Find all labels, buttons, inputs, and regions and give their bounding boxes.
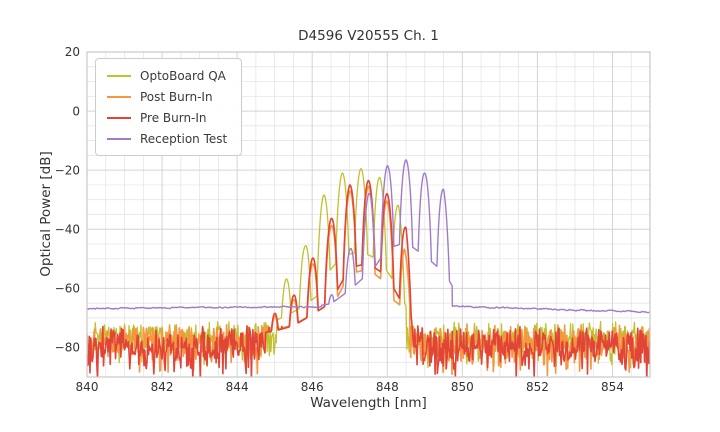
y-tick-label: −20 <box>55 163 80 177</box>
legend-label: Post Burn-In <box>140 89 213 104</box>
chart-title: D4596 V20555 Ch. 1 <box>298 28 439 44</box>
x-tick-label: 840 <box>76 380 99 394</box>
legend-line-swatch <box>107 137 131 140</box>
legend-item-optoboard-qa: OptoBoard QA <box>107 65 227 86</box>
legend-item-pre-burn-in: Pre Burn-In <box>107 107 227 128</box>
legend-label: Pre Burn-In <box>140 110 207 125</box>
legend-label: Reception Test <box>140 131 228 146</box>
y-tick-label: −60 <box>55 282 80 296</box>
x-tick-label: 848 <box>376 380 399 394</box>
series-pre-burn-in <box>87 179 650 377</box>
x-tick-label: 842 <box>151 380 174 394</box>
x-tick-label: 844 <box>226 380 249 394</box>
series-reception-test <box>87 159 650 314</box>
plot-frame <box>86 51 651 378</box>
legend-item-reception-test: Reception Test <box>107 128 227 149</box>
x-tick-label: 852 <box>526 380 549 394</box>
y-tick-label: 20 <box>65 45 80 59</box>
legend-line-swatch <box>107 95 131 98</box>
x-tick-label: 846 <box>301 380 324 394</box>
legend-line-swatch <box>107 116 131 119</box>
legend-label: OptoBoard QA <box>140 68 226 83</box>
x-tick-label: 850 <box>451 380 474 394</box>
y-tick-label: −80 <box>55 341 80 355</box>
x-axis-label: Wavelength [nm] <box>310 395 427 411</box>
y-axis-label: Optical Power [dB] <box>38 151 54 277</box>
legend-item-post-burn-in: Post Burn-In <box>107 86 227 107</box>
y-tick-label: 0 <box>72 104 80 118</box>
x-tick-label: 854 <box>601 380 624 394</box>
legend: OptoBoard QA Post Burn-In Pre Burn-In Recep… <box>95 58 243 156</box>
y-tick-label: −40 <box>55 222 80 236</box>
legend-line-swatch <box>107 74 131 77</box>
